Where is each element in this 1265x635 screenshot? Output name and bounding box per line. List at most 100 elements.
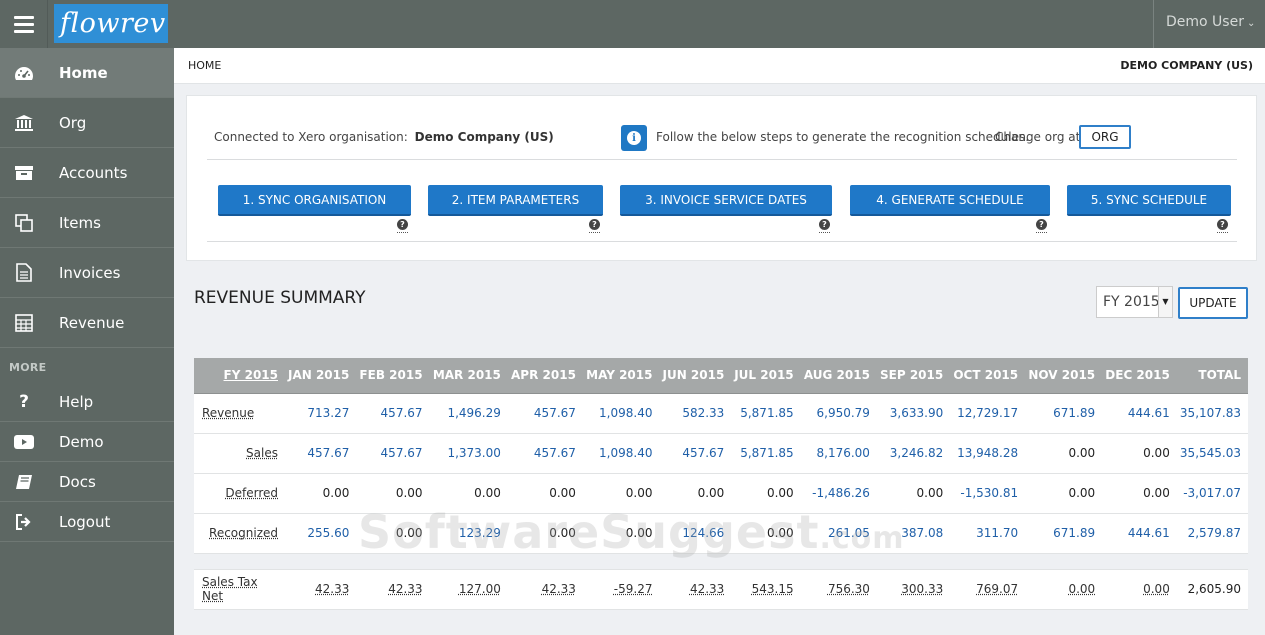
row-label[interactable]: Sales <box>194 433 285 474</box>
table-cell[interactable]: 42.33 <box>356 569 430 610</box>
table-cell: 3,633.90 <box>876 393 951 434</box>
steps-card: Connected to Xero organisation: Demo Com… <box>186 95 1257 261</box>
sidebar-item-items[interactable]: Items <box>0 198 174 248</box>
sync-organisation-button[interactable]: 1. SYNC ORGANISATION <box>218 185 411 216</box>
table-cell[interactable]: 543.15 <box>731 569 801 610</box>
table-row: Revenue 713.27 457.67 1,496.29 457.67 1,… <box>194 393 1248 434</box>
breadcrumb-bar: HOME DEMO COMPANY (US) <box>174 48 1265 84</box>
breadcrumb[interactable]: HOME <box>188 59 222 72</box>
document-icon <box>0 263 48 282</box>
table-cell: 0.00 <box>731 513 801 554</box>
sync-schedule-button[interactable]: 5. SYNC SCHEDULE <box>1067 185 1231 216</box>
table-cell: 255.60 <box>285 513 357 554</box>
sidebar-item-org[interactable]: Org <box>0 98 174 148</box>
column-header: APR 2015 <box>507 358 583 394</box>
table-cell[interactable]: 42.33 <box>507 569 583 610</box>
table-cell: 124.66 <box>659 513 732 554</box>
row-label[interactable]: Deferred <box>194 473 285 514</box>
table-cell: 1,496.29 <box>429 393 508 434</box>
company-name: DEMO COMPANY (US) <box>1120 59 1253 72</box>
sidebar-item-label: Help <box>59 392 94 411</box>
revenue-summary-table: FY 2015 JAN 2015 FEB 2015 MAR 2015 APR 2… <box>194 358 1248 610</box>
user-menu[interactable]: Demo User ⌄ <box>1153 0 1265 48</box>
table-cell[interactable]: 127.00 <box>429 569 508 610</box>
org-button[interactable]: ORG <box>1079 125 1131 149</box>
table-cell: 0.00 <box>1025 433 1103 474</box>
table-spacer-row <box>194 553 1248 570</box>
change-org-label: Change org at <box>995 130 1081 144</box>
column-header: NOV 2015 <box>1025 358 1103 394</box>
table-cell: 2,579.87 <box>1176 513 1248 554</box>
sidebar-item-label: Invoices <box>59 263 121 282</box>
sidebar-item-docs[interactable]: Docs <box>0 462 174 502</box>
sidebar-item-revenue[interactable]: Revenue <box>0 298 174 348</box>
sidebar-item-label: Org <box>59 113 87 132</box>
help-icon[interactable]: ? <box>1217 219 1228 233</box>
connected-org-name: Demo Company (US) <box>414 130 554 144</box>
table-cell: 582.33 <box>659 393 732 434</box>
column-header: SEP 2015 <box>876 358 951 394</box>
table-cell: 311.70 <box>950 513 1026 554</box>
help-icon[interactable]: ? <box>589 219 600 233</box>
sidebar-item-demo[interactable]: Demo <box>0 422 174 462</box>
table-cell: -3,017.07 <box>1176 473 1248 514</box>
table-cell: 713.27 <box>285 393 357 434</box>
sidebar-item-label: Demo <box>59 432 104 451</box>
table-cell: 0.00 <box>659 473 732 514</box>
generate-schedule-button[interactable]: 4. GENERATE SCHEDULE <box>850 185 1050 216</box>
app-logo[interactable]: flowrev <box>54 4 168 43</box>
row-label[interactable]: Sales Tax Net <box>194 569 285 610</box>
table-cell[interactable]: 300.33 <box>876 569 951 610</box>
column-header[interactable]: FY 2015 <box>194 358 285 394</box>
item-parameters-button[interactable]: 2. ITEM PARAMETERS <box>428 185 603 216</box>
column-header: TOTAL <box>1176 358 1248 394</box>
table-cell: 457.67 <box>356 433 430 474</box>
sidebar-item-logout[interactable]: Logout <box>0 502 174 542</box>
table-cell: 0.00 <box>507 513 583 554</box>
table-cell: 0.00 <box>876 473 951 514</box>
table-cell[interactable]: 756.30 <box>800 569 877 610</box>
table-cell: 0.00 <box>429 473 508 514</box>
menu-toggle-icon[interactable] <box>0 0 48 48</box>
sidebar-item-help[interactable]: ? Help <box>0 382 174 422</box>
table-cell: 0.00 <box>1025 473 1103 514</box>
table-cell[interactable]: 0.00 <box>1102 569 1177 610</box>
sign-out-icon <box>0 513 48 530</box>
sidebar-item-invoices[interactable]: Invoices <box>0 248 174 298</box>
fiscal-year-select[interactable]: FY 2015 ▼ <box>1096 286 1173 318</box>
table-cell: 0.00 <box>507 473 583 514</box>
chevron-down-icon: ⌄ <box>1246 18 1256 29</box>
table-cell: 671.89 <box>1025 513 1103 554</box>
table-cell[interactable]: -59.27 <box>582 569 660 610</box>
table-header-row: FY 2015 JAN 2015 FEB 2015 MAR 2015 APR 2… <box>194 358 1248 394</box>
help-icon[interactable]: ? <box>397 219 408 233</box>
divider <box>207 159 1237 160</box>
help-icon[interactable]: ? <box>1036 219 1047 233</box>
sidebar-item-accounts[interactable]: Accounts <box>0 148 174 198</box>
row-label[interactable]: Recognized <box>194 513 285 554</box>
connection-status: Connected to Xero organisation: Demo Com… <box>214 130 554 144</box>
row-label[interactable]: Revenue <box>194 393 285 434</box>
table-cell: 0.00 <box>356 513 430 554</box>
table-cell: 35,545.03 <box>1176 433 1248 474</box>
column-header: FEB 2015 <box>356 358 430 394</box>
sidebar-item-home[interactable]: Home <box>0 48 174 98</box>
table-cell[interactable]: 42.33 <box>659 569 732 610</box>
info-icon: i <box>621 125 647 151</box>
table-cell: 0.00 <box>1102 433 1177 474</box>
table-cell: 5,871.85 <box>731 393 801 434</box>
archive-icon <box>0 165 48 181</box>
table-cell[interactable]: 769.07 <box>950 569 1026 610</box>
invoice-service-dates-button[interactable]: 3. INVOICE SERVICE DATES <box>620 185 832 216</box>
table-cell: 457.67 <box>356 393 430 434</box>
table-cell: 0.00 <box>582 513 660 554</box>
table-cell: 123.29 <box>429 513 508 554</box>
table-cell[interactable]: 42.33 <box>285 569 357 610</box>
table-cell[interactable]: 0.00 <box>1025 569 1103 610</box>
help-icon[interactable]: ? <box>819 219 830 233</box>
copy-icon <box>0 213 48 232</box>
update-button[interactable]: UPDATE <box>1178 287 1248 319</box>
table-cell: 2,605.90 <box>1176 569 1248 610</box>
column-header: MAY 2015 <box>582 358 660 394</box>
youtube-play-icon <box>0 434 48 449</box>
